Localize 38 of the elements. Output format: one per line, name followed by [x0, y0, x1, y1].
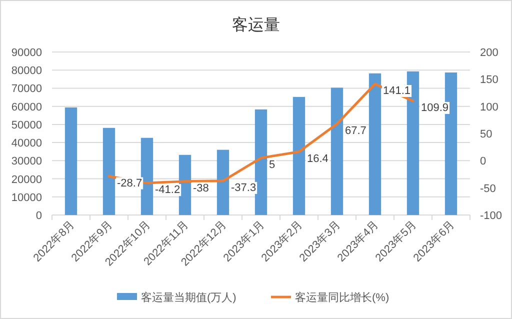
- data-label: 5: [269, 158, 276, 171]
- bar: [140, 138, 154, 215]
- y-tick-label: 30000: [11, 156, 42, 168]
- bar: [292, 96, 306, 215]
- bar: [368, 73, 382, 215]
- y-tick-label: 10000: [11, 192, 42, 204]
- y2-tick-label: 0: [480, 156, 486, 168]
- y-tick-label: 40000: [11, 138, 42, 150]
- y2-tick-label: 100: [480, 101, 498, 114]
- data-label: -38: [193, 182, 209, 194]
- bar: [64, 107, 78, 215]
- bar: [178, 154, 192, 215]
- bar: [330, 88, 344, 215]
- y2-tick-label: 200: [480, 47, 498, 59]
- y2-tick-label: -50: [480, 182, 496, 195]
- data-label: -28.7: [117, 177, 142, 190]
- data-label: -37.3: [231, 182, 256, 194]
- data-label: -41.2: [155, 184, 180, 196]
- bar: [102, 128, 116, 215]
- y-tick-label: 0: [36, 210, 42, 222]
- y-tick-label: 50000: [11, 119, 42, 132]
- data-label: 141.1: [383, 85, 411, 97]
- data-label: 109.9: [421, 102, 449, 114]
- chart-title: 客运量: [232, 16, 280, 34]
- y-tick-label: 70000: [11, 83, 42, 96]
- legend-label: 客运量当期值(万人): [141, 291, 236, 304]
- bar: [254, 109, 268, 215]
- y2-tick-label: -100: [480, 210, 502, 222]
- y-tick-label: 80000: [11, 65, 42, 78]
- y-tick-label: 20000: [11, 174, 42, 186]
- y2-tick-label: 50: [480, 128, 492, 140]
- data-label: 16.4: [307, 152, 328, 165]
- legend-label: 客运量同比增长(%): [295, 291, 390, 304]
- data-label: 67.7: [345, 124, 366, 137]
- y-tick-label: 60000: [11, 101, 42, 114]
- bar: [216, 150, 230, 215]
- y2-tick-label: 150: [480, 74, 498, 86]
- y-tick-label: 90000: [11, 47, 42, 59]
